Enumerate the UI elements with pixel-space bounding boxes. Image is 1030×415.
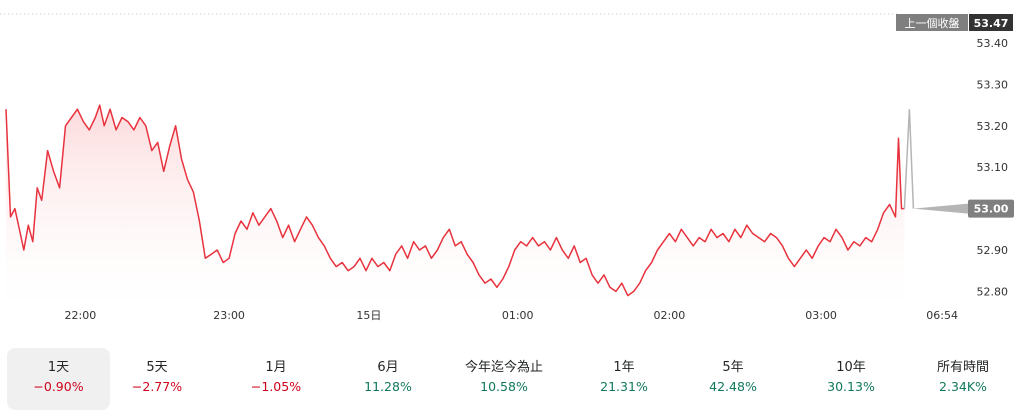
range-tab-label: 1月	[265, 360, 287, 375]
y-tick-label: 53.10	[977, 161, 1009, 174]
range-tab-8[interactable]: 所有時間 2.34K%	[910, 348, 1016, 410]
y-tick-label: 53.30	[977, 78, 1009, 91]
range-tab-2[interactable]: 1月 −1.05%	[223, 348, 329, 410]
price-area	[6, 105, 905, 308]
range-tab-change: −1.05%	[250, 379, 302, 394]
range-tab-label: 1天	[47, 360, 70, 375]
range-tab-label: 今年迄今為止	[464, 360, 543, 375]
x-tick-label: 23:00	[213, 309, 245, 322]
range-tab-6[interactable]: 5年 42.48%	[680, 348, 786, 410]
x-tick-label: 02:00	[654, 309, 686, 322]
prev-close-value: 53.47	[974, 17, 1009, 30]
x-tick-label: 01:00	[502, 309, 534, 322]
range-tab-change: 21.31%	[600, 379, 648, 394]
range-tab-3[interactable]: 6月 11.28%	[335, 348, 441, 410]
range-tab-label: 1年	[613, 360, 635, 375]
range-tab-label: 所有時間	[936, 360, 989, 375]
y-tick-label: 52.80	[977, 285, 1009, 298]
prev-close-badge: 上一個收盤 53.47	[896, 14, 1013, 31]
y-axis: 53.40 53.30 53.20 53.10 52.90 52.80	[977, 37, 1009, 298]
live-price-line	[903, 109, 915, 209]
range-tab-change: −2.77%	[131, 379, 183, 394]
range-tab-4[interactable]: 今年迄今為止 10.58%	[451, 348, 557, 410]
range-tab-7[interactable]: 10年 30.13%	[798, 348, 904, 410]
x-tick-label: 06:54	[926, 309, 958, 322]
range-tab-change: 42.48%	[709, 379, 757, 394]
price-chart-svg: 上一個收盤 53.47 53.40 53.30 53.20 53.10 52.90 52.…	[0, 13, 1014, 322]
y-tick-label: 53.20	[977, 120, 1009, 133]
range-tab-label: 6月	[377, 360, 399, 375]
current-price-badge: 53.00	[913, 199, 1014, 218]
range-tab-change: 2.34K%	[939, 379, 987, 394]
range-selector: 1天 −0.90% 5天 −2.77% 1月 −1.05% 6月 11.28% 今年迄今為止 10…	[0, 346, 1030, 412]
range-tab-label: 5天	[146, 360, 168, 375]
range-tab-5[interactable]: 1年 21.31%	[571, 348, 677, 410]
current-price-value: 53.00	[974, 203, 1009, 216]
prev-close-label: 上一個收盤	[905, 16, 960, 30]
price-chart[interactable]: 上一個收盤 53.47 53.40 53.30 53.20 53.10 52.90 52.…	[0, 0, 1030, 340]
x-axis: 22:00 23:00 15日 01:00 02:00 03:00 06:54	[65, 309, 958, 322]
range-tab-label: 5年	[722, 360, 744, 375]
x-tick-label: 22:00	[65, 309, 97, 322]
price-line	[5, 104, 905, 297]
range-tab-change: 11.28%	[364, 379, 412, 394]
range-tab-0[interactable]: 1天 −0.90%	[7, 348, 110, 410]
x-tick-label: 15日	[356, 309, 381, 322]
range-tab-change: 30.13%	[827, 379, 875, 394]
range-tab-change: 10.58%	[480, 379, 528, 394]
range-tab-1[interactable]: 5天 −2.77%	[104, 348, 210, 410]
y-tick-label: 52.90	[977, 244, 1009, 257]
y-tick-label: 53.40	[977, 37, 1009, 50]
range-tab-label: 10年	[836, 360, 866, 375]
x-tick-label: 03:00	[805, 309, 837, 322]
range-tab-change: −0.90%	[33, 379, 84, 394]
